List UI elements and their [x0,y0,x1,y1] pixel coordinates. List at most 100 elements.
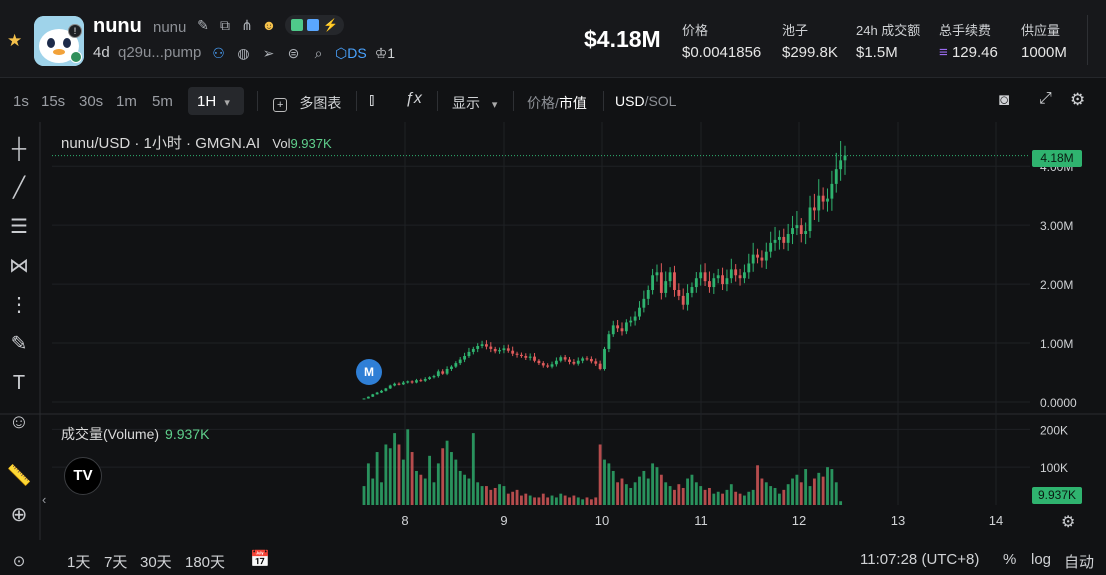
candle-body [362,398,366,400]
volume-bar [624,484,628,505]
insider-count[interactable]: ♔1 [374,44,396,61]
search-icon[interactable]: ⌕ [314,45,323,61]
token-address[interactable]: q29u...pump [118,44,202,61]
ruler-icon[interactable]: 📏 [6,465,32,487]
price-mcap-toggle[interactable]: 价格/市值 [527,95,587,111]
chart-legend: nunu/USD · 1小时 · GMGN.AI Vol9.937K [61,132,332,153]
volume-bar [646,478,650,505]
range-30d[interactable]: 30天 [140,554,172,571]
settings-gear-icon[interactable]: ⚙ [1070,90,1086,109]
candle-body [821,195,825,202]
candle-body [375,392,379,395]
verified-badge-icon [70,51,82,63]
zoom-in-icon[interactable]: ⊕ [10,504,28,526]
volume-bar [786,484,790,505]
fullscreen-icon[interactable]: ⤢ [1039,90,1052,107]
tags-pill[interactable]: ⚡ [285,15,344,35]
usd-option[interactable]: USD [615,93,645,109]
display-dropdown[interactable]: 显示 ▾ [452,93,497,113]
volume-legend-value: 9.937K [165,426,210,442]
x-tick-label: 10 [595,513,609,528]
multi-chart-button[interactable]: + 多图表 [273,93,341,113]
migration-marker[interactable]: M [356,359,382,385]
candle-body [388,385,392,389]
trendline-icon[interactable]: ╱ [12,177,26,199]
candle-body [380,390,383,393]
candle-body [519,354,523,357]
percent-toggle[interactable]: % [1003,551,1017,568]
volume-bar [454,459,458,505]
currency-toggle[interactable]: USD/SOL [615,93,677,109]
volume-bar [419,474,423,505]
community-icon[interactable]: ☻ [261,17,277,33]
candle-body [428,377,432,380]
website-globe-icon[interactable]: ◍ [237,45,250,61]
candle-body [506,348,510,351]
y-tick-label: 3.00M [1040,219,1073,233]
volume-bar [839,501,843,505]
volume-bar [485,486,488,505]
pattern-icon[interactable]: ⋈ [9,255,29,277]
volume-bar [576,497,580,505]
candle-body [366,396,370,399]
timeframe-15s[interactable]: 15s [41,93,66,110]
mcap-option[interactable]: 市值 [558,95,587,111]
range-7d[interactable]: 7天 [104,554,128,571]
collapse-left-icon[interactable]: ‹ [42,492,47,507]
candle-body [568,359,571,362]
horizontal-lines-icon[interactable]: ☰ [10,216,28,238]
text-tool-icon[interactable]: T [12,372,26,394]
copy-icon[interactable]: ⧉ [220,17,230,33]
indicators-fx-icon[interactable]: ƒx [405,90,422,107]
chart-settings-icon[interactable]: ⚙ [1061,514,1076,531]
candle-body [559,357,563,361]
auto-toggle[interactable]: 自动 [1064,554,1095,571]
range-180d[interactable]: 180天 [185,554,226,571]
clock-time[interactable]: 11:07:28 (UTC+8) [860,551,980,568]
share-icon[interactable]: ⋔ [241,17,253,33]
favorite-star-icon[interactable]: ★ [7,31,23,50]
price-option[interactable]: 价格 [527,95,555,111]
volume-bar [519,495,523,505]
token-links: ⚇ ◍ ➢ ⊜ ⌕ ⬡DS ♔1 [210,44,395,62]
candle-type-icon[interactable]: ⫾ [369,90,375,109]
volume-bar [642,470,646,505]
volume-bar [629,487,633,505]
stat-label: 池子 [782,23,809,38]
magnet-icon[interactable]: ⊙ [12,553,26,570]
volume-bar [524,493,528,505]
volume-bar [589,499,593,505]
volume-bar [406,429,410,505]
stat-label: 价格 [682,23,709,38]
sol-option[interactable]: SOL [648,93,677,109]
log-toggle[interactable]: log [1031,551,1052,568]
crosshair-icon[interactable]: ┼ [11,138,27,160]
timeframe-1m[interactable]: 1m [116,93,137,110]
timeframe-1s[interactable]: 1s [13,93,29,110]
volume-bar [401,459,405,505]
emoji-icon[interactable]: ☺ [8,411,30,433]
edit-icon[interactable]: ✎ [197,17,209,33]
candle-body [655,272,659,276]
holders-icon[interactable]: ⚇ [212,45,225,61]
x-tick-label: 8 [401,513,408,528]
candle-body [419,380,423,382]
candle-body [782,236,786,243]
tradingview-logo[interactable]: TV [64,457,102,495]
timeframe-dropdown[interactable]: 1H ▾ [188,87,244,115]
telegram-icon[interactable]: ➢ [262,45,275,61]
candle-body [441,371,445,374]
candle-body [576,360,580,364]
timeframe-30s[interactable]: 30s [79,93,104,110]
calendar-icon[interactable]: 📅 [250,551,270,568]
candle-body [607,334,611,349]
dexscreener-link[interactable]: ⬡DS [335,44,367,61]
fib-retracement-icon[interactable]: ⋮ [9,294,29,316]
token-header: ★ ! nunu nunu ✎ ⧉ ⋔ ☻ ⚡ 4d q29u...pump ⚇… [0,0,1106,78]
timeframe-5m[interactable]: 5m [152,93,173,110]
range-1d[interactable]: 1天 [67,554,91,571]
camera-icon[interactable]: ◙ [999,90,1010,109]
twitter-icon[interactable]: ⊜ [287,45,300,61]
brush-icon[interactable]: ✎ [10,333,28,355]
timeframe-active: 1H [197,93,217,110]
